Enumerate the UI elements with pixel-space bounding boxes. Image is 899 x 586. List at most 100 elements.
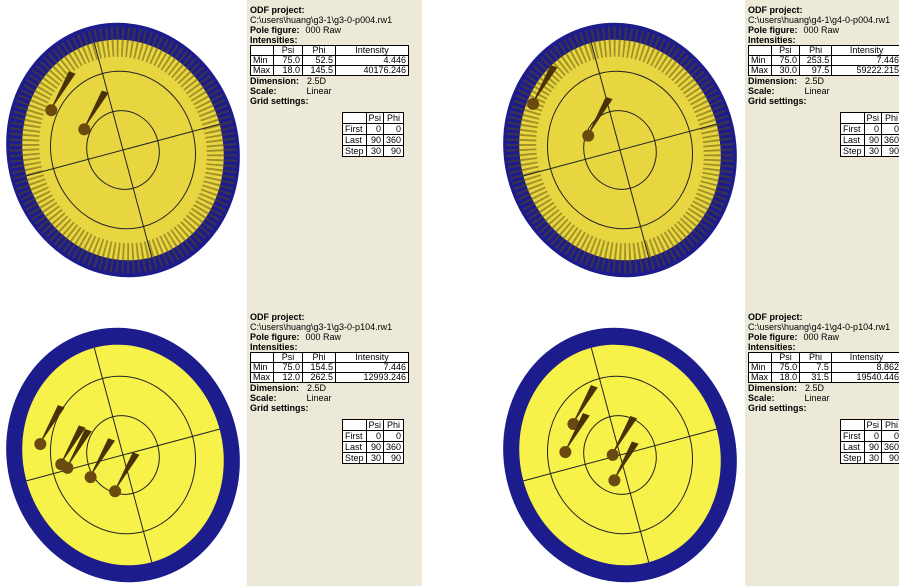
- dimension: Dimension: 2.5D: [250, 383, 409, 393]
- texture-peak-core: [608, 474, 621, 487]
- pole-figure: [503, 327, 737, 583]
- info-panel: ODF project: C:\users\huang\g4-1\g4-0-p00…: [748, 5, 899, 157]
- pole-figure-body: [6, 327, 240, 583]
- texture-peak: [65, 428, 92, 471]
- header-cell: [840, 112, 865, 124]
- value-cell: 253.5: [799, 55, 833, 66]
- header-cell: Psi: [365, 419, 385, 431]
- grid-settings-label: Grid settings:: [748, 96, 807, 106]
- table-row: Max 18.0 145.5 40176.246: [250, 65, 409, 76]
- dimension: Dimension: 2.5D: [748, 76, 899, 86]
- header-cell: Psi: [863, 419, 883, 431]
- value-cell: 30: [365, 145, 385, 157]
- scale: Scale: Linear: [748, 393, 899, 403]
- header-cell: Intensity: [335, 352, 409, 363]
- scale: Scale: Linear: [748, 86, 899, 96]
- value-cell: 90: [383, 145, 405, 157]
- table-row: Step 30 90: [840, 145, 899, 157]
- scale: Scale: Linear: [250, 86, 409, 96]
- texture-peak-core: [109, 485, 122, 498]
- project: ODF project:: [748, 5, 899, 15]
- texture-peak: [562, 413, 590, 455]
- pole-figure: [6, 327, 240, 583]
- header-cell: [250, 45, 274, 56]
- row-label: First: [840, 123, 865, 135]
- scale-label: Scale:: [250, 86, 277, 96]
- project-label: ODF project:: [748, 312, 803, 322]
- table-row: Max 12.0 262.5 12993.246: [250, 372, 409, 383]
- header-cell: Phi: [383, 419, 405, 431]
- intensities: Intensities:: [250, 342, 409, 352]
- table-row: Psi Phi: [342, 112, 405, 124]
- header-cell: Psi: [770, 352, 801, 363]
- table-row: Last 90 360: [840, 134, 899, 146]
- table-row: Min 75.0 154.5 7.446: [250, 362, 409, 373]
- texture-peak-core: [84, 471, 97, 484]
- info-panel: ODF project: C:\users\huang\g4-1\g4-0-p10…: [748, 312, 899, 464]
- value-cell: 90: [863, 134, 883, 146]
- grid-settings: Grid settings:: [748, 96, 899, 106]
- table-row: Max 18.0 31.5 19540.446: [748, 372, 899, 383]
- grid-settings: Grid settings:: [748, 403, 899, 413]
- project-label: ODF project:: [748, 5, 803, 15]
- intensities: Intensities:: [748, 342, 899, 352]
- row-label: Max: [748, 65, 772, 76]
- texture-peak: [37, 405, 65, 447]
- value-cell: 262.5: [302, 372, 336, 383]
- table-row: Step 30 90: [342, 145, 405, 157]
- pole-figure-label: Pole figure:: [250, 332, 300, 342]
- dimension-label: Dimension:: [250, 76, 300, 86]
- value-cell: 19540.446: [830, 372, 899, 383]
- scale-label: Scale:: [250, 393, 277, 403]
- row-label: Min: [748, 55, 772, 66]
- table-row: Psi Phi Intensity: [250, 45, 409, 56]
- value-cell: 75.0: [273, 55, 303, 66]
- texture-peak: [48, 71, 76, 113]
- texture-peak-core: [34, 438, 47, 451]
- value-cell: 145.5: [302, 65, 336, 76]
- project-label: ODF project:: [250, 312, 305, 322]
- intensities-label: Intensities:: [748, 35, 796, 45]
- texture-peak-core: [78, 123, 91, 136]
- value-cell: 90: [383, 452, 405, 464]
- pole-figure-body: [6, 22, 240, 278]
- scale: Scale: Linear: [250, 393, 409, 403]
- grid-axis: [93, 347, 153, 563]
- value-cell: 30: [863, 452, 883, 464]
- table-row: Last 90 360: [342, 441, 405, 453]
- value-cell: 360: [383, 134, 405, 146]
- project-path: C:\users\huang\g4-1\g4-0-p104.rw1: [748, 322, 891, 332]
- info-panel: ODF project: C:\users\huang\g3-1\g3-0-p00…: [250, 5, 409, 157]
- dimension: Dimension: 2.5D: [748, 383, 899, 393]
- scale-label: Scale:: [748, 393, 775, 403]
- row-label: Max: [748, 372, 772, 383]
- table-row: Last 90 360: [342, 134, 405, 146]
- value-cell: 18.0: [273, 65, 303, 76]
- table-row: Psi Phi Intensity: [250, 352, 409, 363]
- texture-peak: [81, 90, 109, 133]
- project-path: C:\users\huang\g3-1\g3-0-p104.rw1: [250, 322, 393, 332]
- pole-figure-value: 000 Raw: [305, 25, 342, 35]
- table-row: Min 75.0 7.5 8.862: [748, 362, 899, 373]
- texture-peak: [571, 385, 598, 427]
- row-label: First: [342, 123, 367, 135]
- value-cell: 360: [881, 134, 899, 146]
- intensity-table: Psi Phi Intensity Min 75.0 154.5 7.446 Max 12.0 2…: [250, 352, 409, 383]
- grid-settings-label: Grid settings:: [250, 96, 309, 106]
- pole-figure: Pole figure: 000 Raw: [250, 332, 409, 342]
- value-cell: 0: [863, 430, 883, 442]
- pole-figure: [503, 22, 737, 278]
- row-label: Last: [840, 441, 865, 453]
- header-cell: Phi: [383, 112, 405, 124]
- scale-value: Linear: [306, 393, 332, 403]
- info-column: [745, 0, 899, 586]
- value-cell: 90: [365, 441, 385, 453]
- value-cell: 154.5: [302, 362, 336, 373]
- value-cell: 31.5: [799, 372, 832, 383]
- project: ODF project:: [748, 312, 899, 322]
- grid-settings: Grid settings:: [250, 403, 409, 413]
- header-cell: Psi: [273, 352, 303, 363]
- value-cell: 30.0: [770, 65, 801, 76]
- intensities: Intensities:: [748, 35, 899, 45]
